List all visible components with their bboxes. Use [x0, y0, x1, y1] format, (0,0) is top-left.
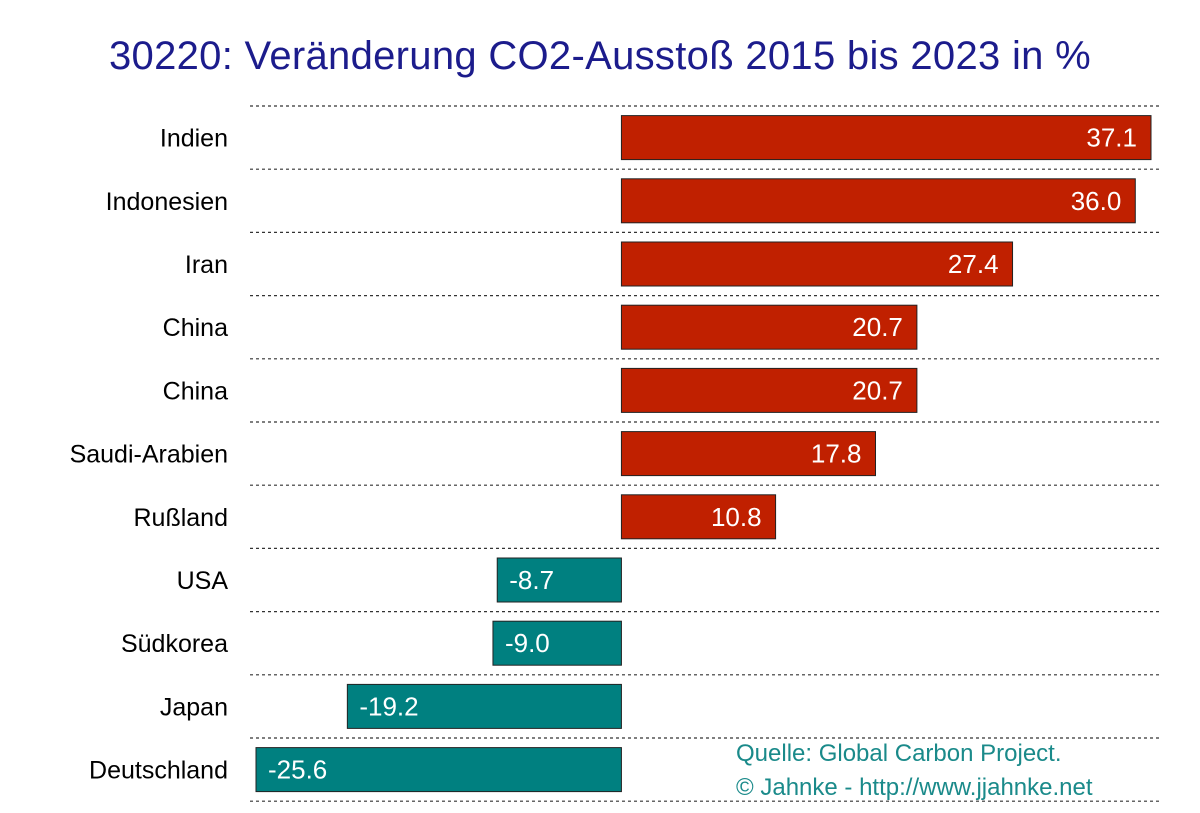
category-label: USA — [177, 567, 229, 595]
category-label: Rußland — [134, 504, 229, 532]
data-label: 37.1 — [1086, 123, 1137, 153]
chart-title: 30220: Veränderung CO2-Ausstoß 2015 bis … — [108, 34, 1091, 78]
data-label: 20.7 — [852, 312, 903, 342]
category-label: Indien — [160, 125, 228, 153]
data-label: 36.0 — [1071, 186, 1122, 216]
data-label: 20.7 — [852, 375, 903, 405]
bar — [492, 620, 622, 666]
bar — [346, 683, 622, 729]
bar — [496, 557, 622, 603]
source-text: Quelle: Global Carbon Project. — [736, 740, 1062, 767]
bar — [620, 241, 1014, 287]
category-label: Südkorea — [121, 630, 228, 658]
data-label: -9.0 — [505, 628, 550, 658]
data-label: -19.2 — [359, 691, 418, 721]
bar — [620, 304, 918, 350]
category-label: China — [163, 377, 228, 405]
copyright-text: © Jahnke - http://www.jjahnke.net — [736, 774, 1093, 801]
category-label: Japan — [160, 693, 228, 721]
data-label: 10.8 — [711, 502, 762, 532]
data-label: -25.6 — [268, 755, 327, 785]
category-label: Saudi-Arabien — [70, 441, 228, 469]
data-label: -8.7 — [509, 565, 554, 595]
data-label: 27.4 — [948, 249, 999, 279]
category-label: Deutschland — [89, 757, 228, 785]
bar — [620, 431, 877, 477]
bar — [620, 367, 918, 413]
bar — [620, 115, 1152, 161]
data-label: 17.8 — [811, 439, 862, 469]
bar — [255, 747, 622, 793]
bar — [620, 494, 777, 540]
bar — [620, 178, 1136, 224]
category-label: China — [163, 314, 228, 342]
category-label: Indonesien — [106, 188, 228, 216]
category-label: Iran — [185, 251, 228, 279]
